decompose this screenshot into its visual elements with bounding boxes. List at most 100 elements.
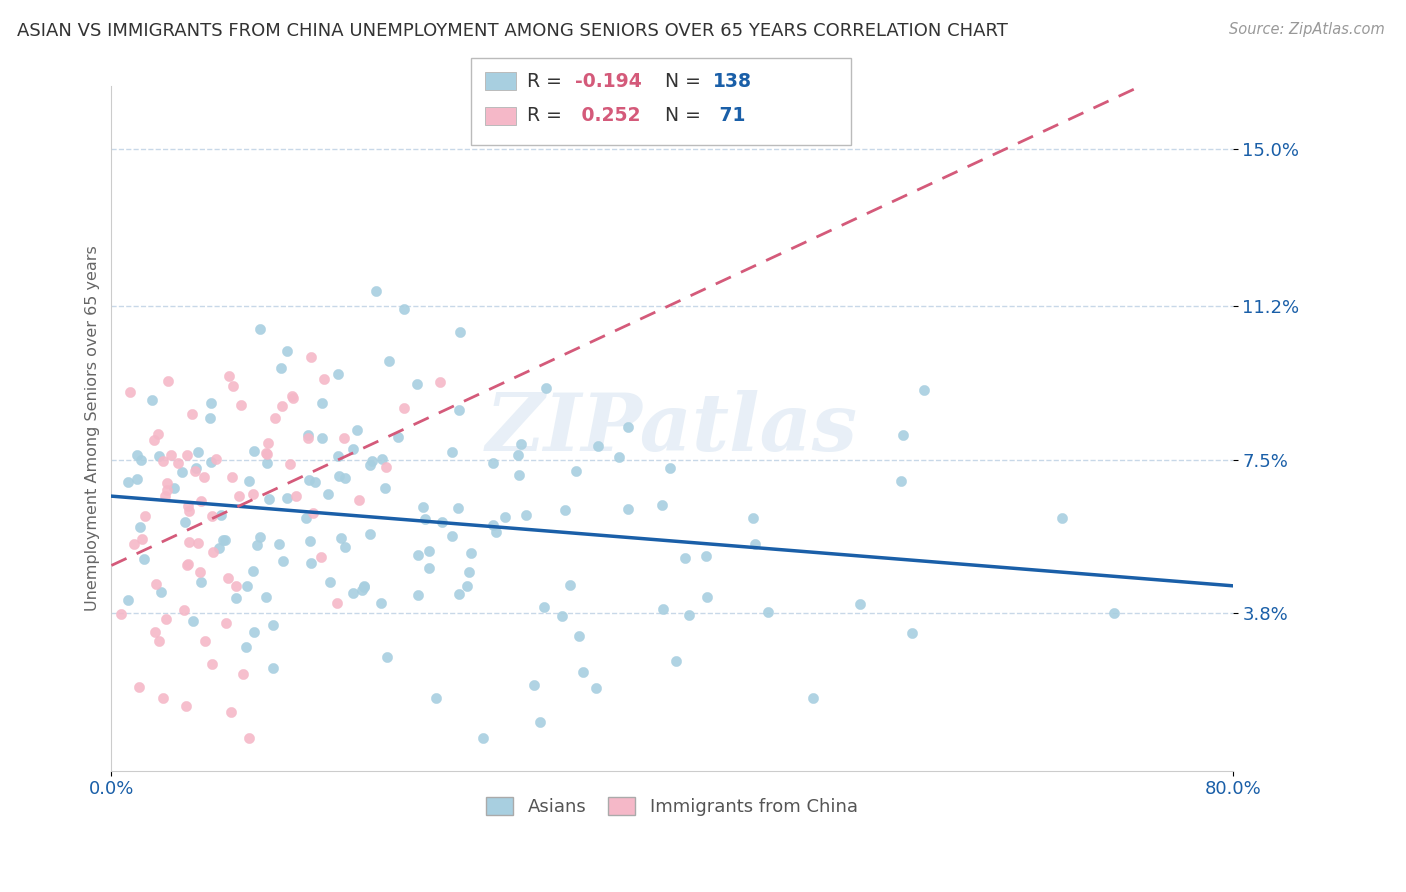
Point: [550, 609, 572, 624]
Point: [405, 377, 427, 392]
Point: [177, 499, 200, 513]
Point: [219, 705, 242, 719]
Point: [187, 535, 209, 549]
Point: [225, 579, 247, 593]
Point: [163, 481, 186, 495]
Point: [236, 579, 259, 593]
Text: R =: R =: [527, 71, 568, 91]
Point: [232, 666, 254, 681]
Point: [848, 597, 870, 611]
Point: [432, 515, 454, 529]
Point: [127, 449, 149, 463]
Point: [482, 456, 505, 470]
Point: [534, 381, 557, 395]
Point: [120, 384, 142, 399]
Point: [678, 607, 700, 622]
Point: [228, 489, 250, 503]
Point: [510, 436, 533, 450]
Point: [256, 436, 278, 450]
Point: [508, 448, 530, 462]
Point: [1102, 606, 1125, 620]
Point: [181, 614, 204, 628]
Point: [143, 624, 166, 639]
Point: [558, 578, 581, 592]
Point: [298, 473, 321, 487]
Point: [447, 501, 470, 516]
Text: Source: ZipAtlas.com: Source: ZipAtlas.com: [1229, 22, 1385, 37]
Point: [374, 481, 396, 495]
Point: [375, 459, 398, 474]
Point: [342, 442, 364, 457]
Point: [156, 476, 179, 491]
Point: [155, 483, 177, 497]
Point: [110, 607, 132, 622]
Point: [1050, 511, 1073, 525]
Point: [352, 582, 374, 597]
Point: [617, 420, 640, 434]
Point: [294, 510, 316, 524]
Point: [316, 487, 339, 501]
Point: [201, 657, 224, 672]
Y-axis label: Unemployment Among Seniors over 65 years: Unemployment Among Seniors over 65 years: [86, 245, 100, 611]
Point: [347, 493, 370, 508]
Point: [267, 537, 290, 551]
Point: [533, 600, 555, 615]
Point: [377, 649, 399, 664]
Point: [134, 508, 156, 523]
Point: [585, 681, 607, 696]
Point: [129, 520, 152, 534]
Point: [572, 665, 595, 679]
Point: [314, 372, 336, 386]
Point: [262, 617, 284, 632]
Point: [359, 458, 381, 472]
Point: [218, 368, 240, 383]
Point: [418, 544, 440, 558]
Point: [333, 540, 356, 554]
Point: [155, 612, 177, 626]
Point: [413, 512, 436, 526]
Point: [246, 538, 269, 552]
Point: [193, 470, 215, 484]
Point: [225, 591, 247, 606]
Point: [568, 629, 591, 643]
Point: [242, 443, 264, 458]
Point: [425, 690, 447, 705]
Point: [418, 560, 440, 574]
Text: ZIPatlas: ZIPatlas: [486, 390, 858, 467]
Point: [651, 498, 673, 512]
Point: [188, 565, 211, 579]
Point: [172, 465, 194, 479]
Point: [242, 564, 264, 578]
Point: [297, 431, 319, 445]
Point: [283, 391, 305, 405]
Point: [235, 640, 257, 655]
Point: [242, 624, 264, 639]
Point: [152, 690, 174, 705]
Point: [742, 511, 765, 525]
Point: [508, 468, 530, 483]
Point: [360, 454, 382, 468]
Point: [529, 715, 551, 730]
Point: [304, 475, 326, 490]
Point: [326, 596, 349, 610]
Point: [333, 471, 356, 485]
Point: [117, 592, 139, 607]
Point: [276, 491, 298, 505]
Point: [200, 455, 222, 469]
Point: [449, 587, 471, 601]
Text: R =: R =: [527, 106, 568, 126]
Point: [238, 731, 260, 745]
Point: [485, 524, 508, 539]
Point: [190, 575, 212, 590]
Text: 138: 138: [713, 71, 752, 91]
Point: [565, 464, 588, 478]
Text: 0.252: 0.252: [575, 106, 641, 126]
Point: [254, 590, 277, 604]
Point: [176, 558, 198, 573]
Point: [194, 633, 217, 648]
Point: [222, 378, 245, 392]
Point: [249, 322, 271, 336]
Point: [256, 457, 278, 471]
Point: [179, 503, 201, 517]
Point: [378, 354, 401, 368]
